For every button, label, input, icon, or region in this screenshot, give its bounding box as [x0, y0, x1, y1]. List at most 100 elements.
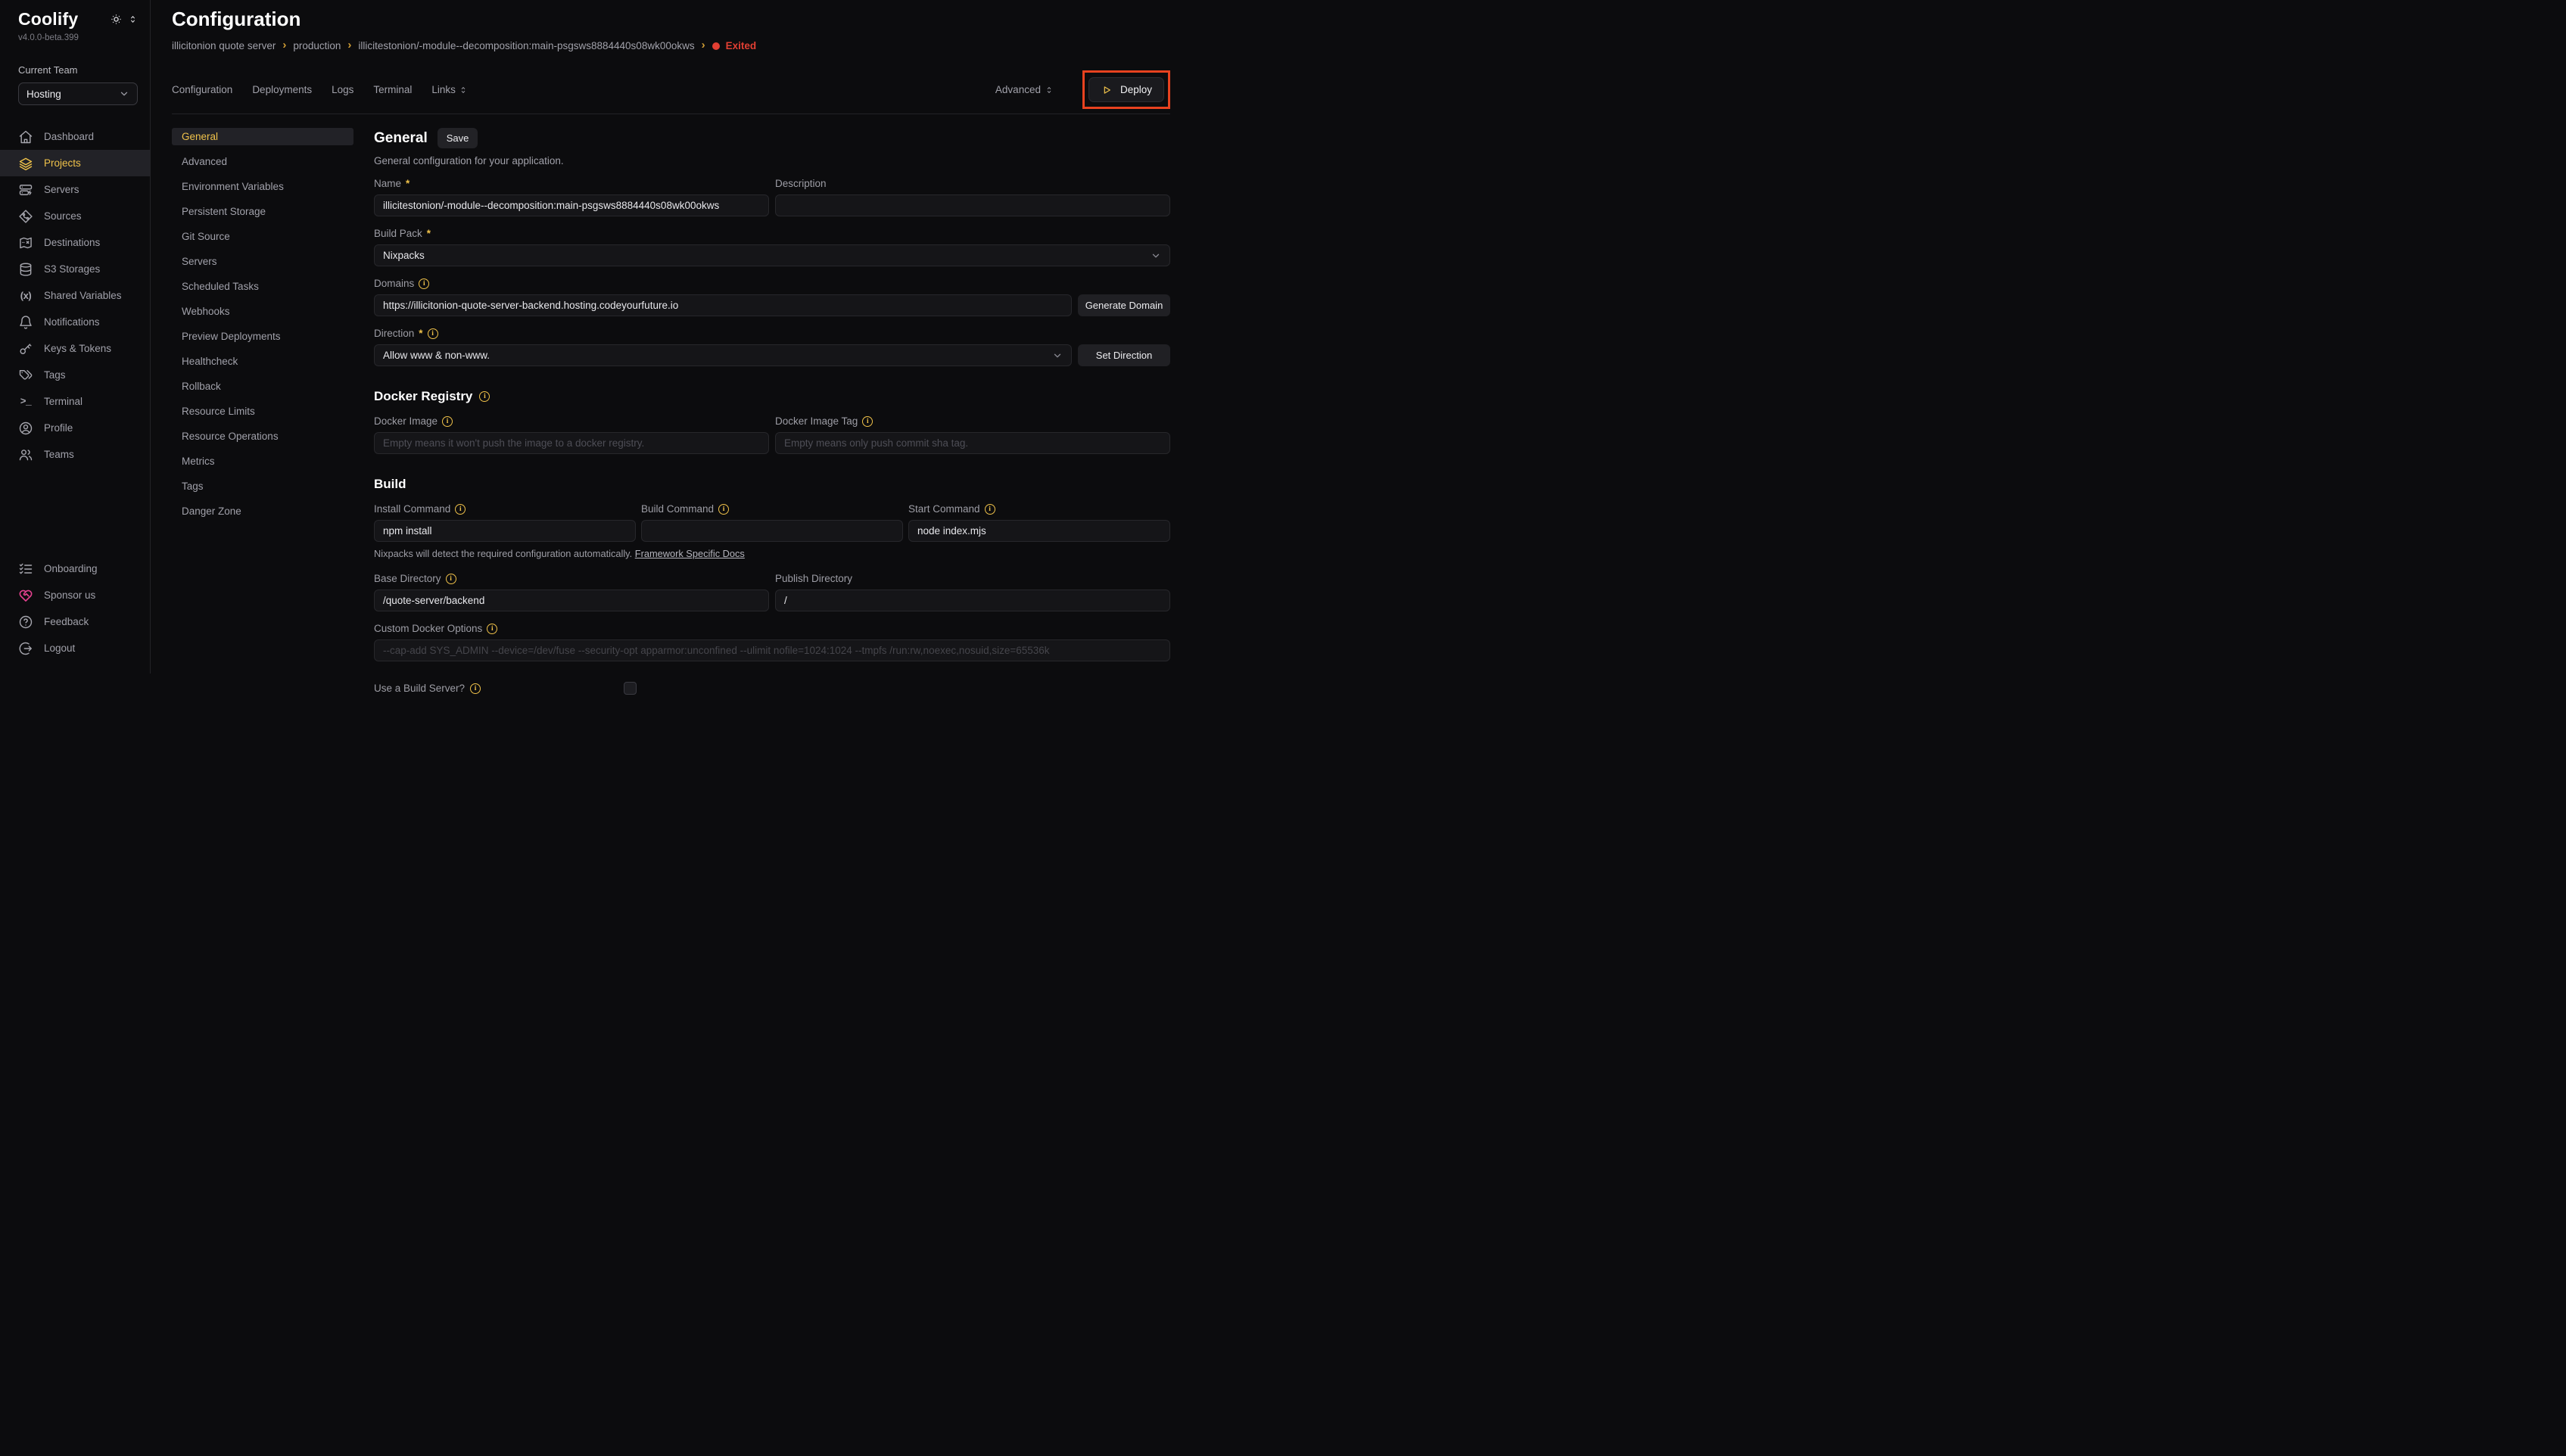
- subnav-item-general[interactable]: General: [172, 128, 353, 145]
- info-icon[interactable]: [862, 415, 873, 427]
- chevrons-up-down-icon: [461, 86, 466, 93]
- breadcrumb-project[interactable]: illicitonion quote server: [172, 40, 276, 51]
- publish-directory-input[interactable]: [775, 590, 1170, 611]
- breadcrumb-environment[interactable]: production: [293, 40, 341, 51]
- set-direction-button[interactable]: Set Direction: [1078, 344, 1170, 366]
- start-command-label: Start Command: [908, 503, 980, 515]
- sidebar-item-label: Shared Variables: [44, 290, 122, 301]
- sidebar-item-teams[interactable]: Teams: [0, 441, 150, 468]
- subnav-item-git-source[interactable]: Git Source: [182, 231, 230, 242]
- docker-image-label: Docker Image: [374, 415, 438, 427]
- breadcrumb-application[interactable]: illicitestonion/-module--decomposition:m…: [358, 40, 695, 51]
- chevron-down-icon: [1152, 254, 1160, 257]
- build-pack-label: Build Pack: [374, 228, 422, 239]
- sidebar-item-destinations[interactable]: Destinations: [0, 229, 150, 256]
- info-icon[interactable]: [455, 503, 466, 515]
- breadcrumb: illicitonion quote server › production ›…: [172, 39, 1170, 51]
- chevron-right-icon: ›: [347, 39, 352, 51]
- sidebar-item-dashboard[interactable]: Dashboard: [0, 123, 150, 150]
- sidebar-item-terminal[interactable]: >_ Terminal: [0, 388, 150, 415]
- play-icon: [1104, 86, 1110, 94]
- subnav-item-scheduled-tasks[interactable]: Scheduled Tasks: [182, 281, 259, 292]
- checklist-icon: [18, 562, 33, 577]
- section-title: General: [374, 129, 428, 146]
- chevron-right-icon: ›: [701, 39, 705, 51]
- heart-hands-icon: [18, 588, 33, 603]
- sidebar-item-label: Feedback: [44, 616, 89, 627]
- subnav-item-resource-limits[interactable]: Resource Limits: [182, 406, 255, 417]
- sidebar-item-label: Sponsor us: [44, 590, 96, 601]
- generate-domain-button[interactable]: Generate Domain: [1078, 294, 1170, 316]
- advanced-menu[interactable]: Advanced: [995, 84, 1054, 95]
- key-icon: [18, 341, 33, 356]
- base-directory-input[interactable]: [374, 590, 769, 611]
- sidebar-item-keys-tokens[interactable]: Keys & Tokens: [0, 335, 150, 362]
- collapse-chevrons-icon[interactable]: [128, 14, 138, 25]
- sidebar-item-label: Profile: [44, 422, 73, 434]
- build-command-input[interactable]: [641, 520, 903, 542]
- build-server-checkbox[interactable]: [624, 682, 637, 695]
- subnav-item-resource-operations[interactable]: Resource Operations: [182, 431, 279, 442]
- info-icon[interactable]: [984, 503, 995, 515]
- save-button[interactable]: Save: [437, 128, 478, 148]
- sidebar-item-profile[interactable]: Profile: [0, 415, 150, 441]
- sidebar-item-s3-storages[interactable]: S3 Storages: [0, 256, 150, 282]
- tab-deployments[interactable]: Deployments: [252, 84, 313, 95]
- chevrons-up-down-icon: [1047, 86, 1051, 93]
- direction-select[interactable]: Allow www & non-www.: [374, 344, 1072, 366]
- sidebar-item-sources[interactable]: Sources: [0, 203, 150, 229]
- subnav-item-environment-variables[interactable]: Environment Variables: [182, 181, 284, 192]
- build-command-label: Build Command: [641, 503, 715, 515]
- info-icon[interactable]: [427, 328, 438, 339]
- subnav-item-advanced[interactable]: Advanced: [182, 156, 228, 167]
- tab-logs[interactable]: Logs: [332, 84, 354, 95]
- tab-terminal[interactable]: Terminal: [373, 84, 413, 95]
- subnav-item-servers[interactable]: Servers: [182, 256, 217, 267]
- domains-input[interactable]: [374, 294, 1072, 316]
- subnav-item-persistent-storage[interactable]: Persistent Storage: [182, 206, 266, 217]
- description-input[interactable]: [775, 194, 1170, 216]
- build-pack-select[interactable]: Nixpacks: [374, 244, 1170, 266]
- name-input[interactable]: [374, 194, 769, 216]
- status-dot-icon: [712, 42, 720, 50]
- info-icon[interactable]: [419, 278, 430, 289]
- sidebar-item-onboarding[interactable]: Onboarding: [0, 555, 150, 582]
- subnav-item-tags[interactable]: Tags: [182, 481, 204, 492]
- sidebar-item-notifications[interactable]: Notifications: [0, 309, 150, 335]
- build-heading: Build: [374, 477, 406, 491]
- info-icon[interactable]: [487, 623, 498, 634]
- docker-image-input[interactable]: [374, 432, 769, 454]
- info-icon[interactable]: [445, 573, 456, 584]
- sidebar-item-label: Dashboard: [44, 131, 95, 142]
- sidebar-item-tags[interactable]: Tags: [0, 362, 150, 388]
- info-icon[interactable]: [470, 683, 481, 694]
- tab-links[interactable]: Links: [431, 84, 468, 95]
- subnav-item-metrics[interactable]: Metrics: [182, 456, 215, 467]
- app-title: Coolify: [18, 9, 79, 29]
- info-icon[interactable]: [479, 391, 490, 402]
- framework-docs-link[interactable]: Framework Specific Docs: [634, 548, 745, 559]
- start-command-input[interactable]: [908, 520, 1170, 542]
- subnav-item-rollback[interactable]: Rollback: [182, 381, 221, 392]
- sidebar-item-shared-variables[interactable]: (x) Shared Variables: [0, 282, 150, 309]
- team-select[interactable]: Hosting: [18, 82, 138, 105]
- subnav-item-webhooks[interactable]: Webhooks: [182, 306, 230, 317]
- subnav-item-preview-deployments[interactable]: Preview Deployments: [182, 331, 281, 342]
- sidebar-item-feedback[interactable]: Feedback: [0, 608, 150, 635]
- install-command-input[interactable]: [374, 520, 636, 542]
- theme-toggle-sun-icon[interactable]: [110, 13, 123, 26]
- publish-directory-label: Publish Directory: [775, 573, 853, 584]
- custom-docker-options-input[interactable]: [374, 639, 1170, 661]
- sidebar-item-logout[interactable]: Logout: [0, 635, 150, 661]
- domains-label: Domains: [374, 278, 415, 289]
- docker-image-tag-input[interactable]: [775, 432, 1170, 454]
- deploy-button[interactable]: Deploy: [1088, 77, 1164, 102]
- subnav-item-healthcheck[interactable]: Healthcheck: [182, 356, 238, 367]
- sidebar-item-servers[interactable]: Servers: [0, 176, 150, 203]
- sidebar-item-sponsor[interactable]: Sponsor us: [0, 582, 150, 608]
- info-icon[interactable]: [718, 503, 730, 515]
- subnav-item-danger-zone[interactable]: Danger Zone: [182, 506, 241, 517]
- tab-configuration[interactable]: Configuration: [172, 84, 233, 95]
- info-icon[interactable]: [442, 415, 453, 427]
- sidebar-item-projects[interactable]: Projects: [0, 150, 150, 176]
